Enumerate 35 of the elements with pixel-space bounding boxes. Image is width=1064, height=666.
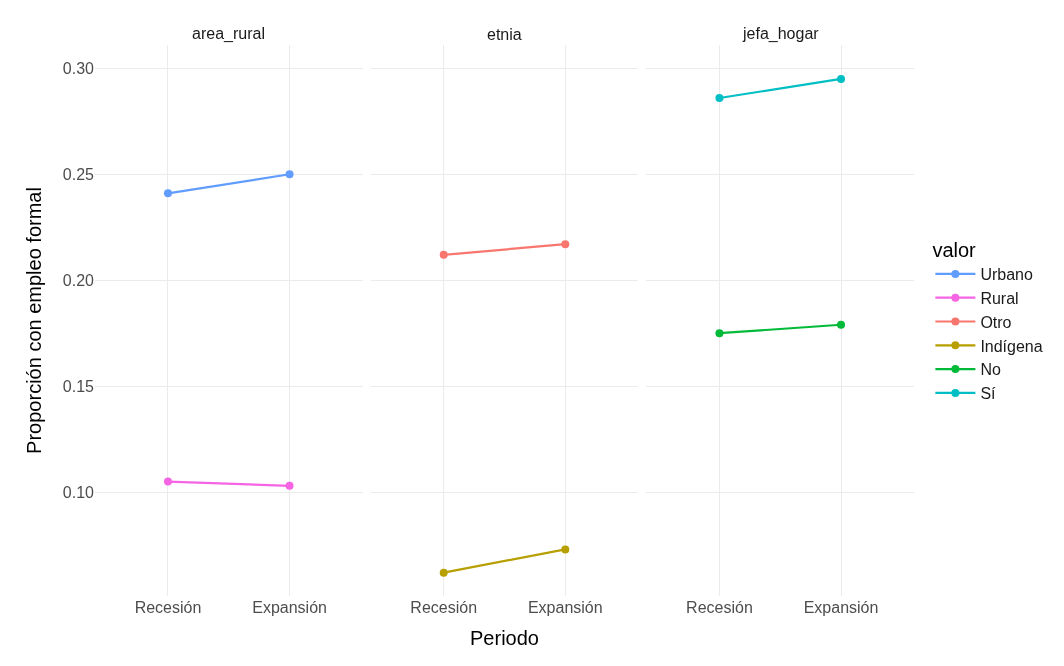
legend-label: Rural xyxy=(980,289,1019,307)
point xyxy=(715,329,724,338)
legend-label: No xyxy=(980,361,1001,379)
x-tick-label: Expansión xyxy=(252,599,327,616)
point xyxy=(561,240,570,249)
point xyxy=(715,93,724,102)
chart-title: etnia xyxy=(487,26,522,43)
legend-label: Indígena xyxy=(980,337,1043,355)
y-tick-label: 0.15 xyxy=(62,377,95,395)
point xyxy=(837,74,846,83)
point xyxy=(439,568,448,577)
point xyxy=(439,250,448,259)
x-tick-label: Expansión xyxy=(527,599,603,616)
y-tick-label: 0.20 xyxy=(62,271,95,289)
point xyxy=(163,189,172,198)
y-tick-label: 0.25 xyxy=(62,165,95,183)
point xyxy=(837,320,846,329)
point xyxy=(561,545,570,554)
y-tick-label: 0.10 xyxy=(62,483,95,501)
legend-label: Otro xyxy=(980,313,1012,331)
x-tick-label: Recesión xyxy=(134,599,202,616)
x-tick-label: Recesión xyxy=(686,599,753,616)
x-tick-label: Recesión xyxy=(410,599,478,616)
chart-title: area_rural xyxy=(192,25,265,43)
legend-title: valor xyxy=(932,239,977,261)
x-tick-label: Expansión xyxy=(803,599,879,616)
point xyxy=(163,477,172,486)
y-axis-title: Proporción con empleo formal xyxy=(23,187,46,454)
point xyxy=(285,481,294,490)
y-tick-label: 0.30 xyxy=(62,59,95,77)
x-axis-title: Periodo xyxy=(470,626,539,649)
chart-title: jefa_hogar xyxy=(742,25,820,43)
legend-label: Sí xyxy=(980,385,997,403)
legend-label: Urbano xyxy=(980,266,1033,284)
point xyxy=(285,170,294,179)
